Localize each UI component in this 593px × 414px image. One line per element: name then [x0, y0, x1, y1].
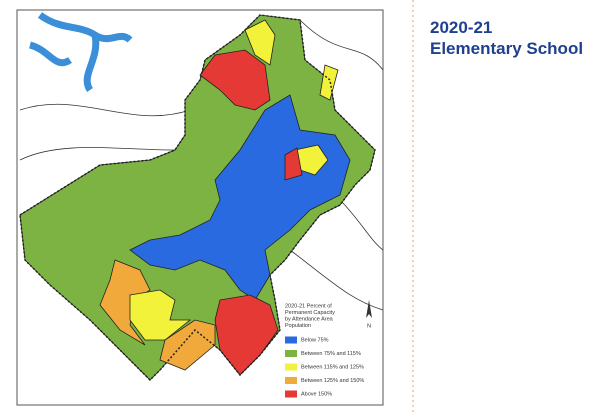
zone: [199, 49, 271, 111]
road: [19, 19, 384, 311]
legend-title: Population: [285, 323, 311, 329]
legend-swatch: [285, 336, 297, 344]
water: [28, 12, 133, 92]
legend-label: Above 150%: [301, 391, 332, 397]
boundary: [19, 14, 376, 382]
title: 2020-21: [430, 18, 492, 37]
zone: [319, 64, 339, 101]
north-arrow: [366, 300, 372, 318]
legend-swatch: [285, 363, 297, 371]
zone: [159, 319, 216, 371]
legend-swatch: [285, 350, 297, 357]
legend-swatch: [285, 377, 297, 384]
legend-title: 2020-21 Percent of: [285, 303, 332, 309]
legend-label: Between 115% and 125%: [301, 364, 364, 370]
zone: [129, 94, 351, 301]
legend-label: Below 75%: [301, 337, 329, 343]
map: [19, 12, 384, 382]
north-label: N: [367, 323, 371, 329]
zone: [129, 289, 192, 341]
legend-label: Between 125% and 150%: [301, 378, 364, 384]
zone: [284, 147, 303, 181]
legend-swatch: [285, 390, 297, 398]
legend-title: Permanent Capacity: [285, 310, 335, 316]
zone: [99, 259, 151, 346]
legend-title: by Attendance Area: [285, 316, 334, 322]
legend-label: Between 75% and 115%: [301, 351, 361, 357]
title: Elementary School: [430, 39, 583, 58]
zone: [244, 19, 276, 66]
